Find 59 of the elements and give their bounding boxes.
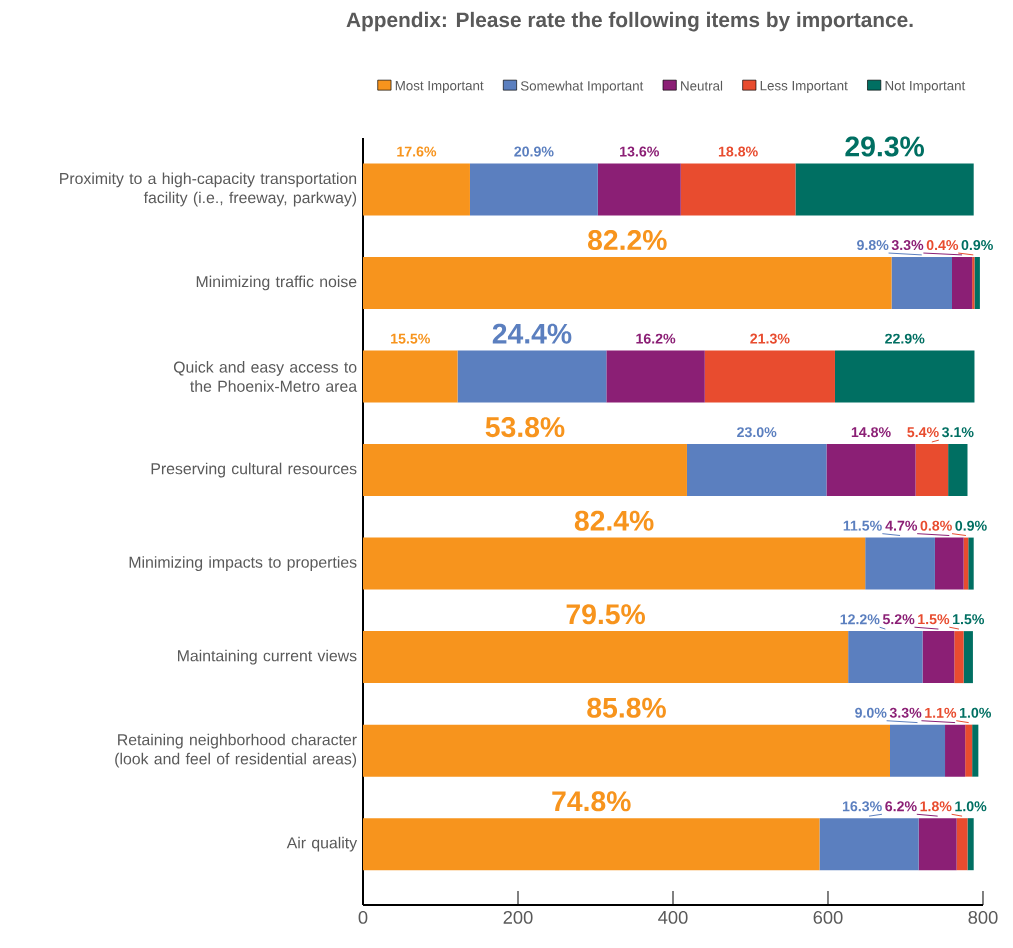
y-tick-label: Minimizing impacts to properties <box>129 556 357 571</box>
annotation: 53.8% <box>485 417 565 438</box>
annotation: 0.8% <box>920 520 952 531</box>
annotation: 21.3% <box>750 333 790 344</box>
annotation: 13.6% <box>620 146 659 157</box>
annotation: 9.8% <box>857 240 889 251</box>
annotation: 16.3% <box>842 801 882 812</box>
annotation: 1.5% <box>953 614 985 625</box>
annotation: 11.5% <box>843 520 882 531</box>
legend-label: Less Important <box>760 81 848 94</box>
y-tick-label: Preserving cultural resources <box>151 462 357 478</box>
annotation: 0.9% <box>961 240 993 251</box>
annotation: 17.6% <box>397 146 437 157</box>
annotation: 79.5% <box>566 604 645 625</box>
x-tick-label: 0 <box>358 910 368 924</box>
annotation: 0.9% <box>955 520 987 531</box>
annotation: 9.0% <box>855 707 887 718</box>
annotation: 82.2% <box>588 230 667 251</box>
annotation: 5.2% <box>882 614 915 625</box>
y-tick-label: Proximity to a high-capacity transportation facility (i.e., freeway, parkway) <box>60 172 357 207</box>
legend-label: Most Important <box>395 81 484 94</box>
annotation: 1.5% <box>918 614 950 625</box>
annotation: 1.0% <box>955 801 987 812</box>
x-tick-label: 600 <box>813 910 843 924</box>
annotation: 5.4% <box>907 427 939 438</box>
annotation: 16.2% <box>636 333 676 344</box>
annotation: 74.8% <box>552 791 631 812</box>
chart-title: Appendix: Please rate the following items by importance. <box>346 11 913 32</box>
annotation: 0.4% <box>926 240 959 251</box>
annotation: 82.4% <box>574 510 654 531</box>
y-tick-label: Maintaining current views <box>178 649 357 665</box>
annotation: 22.9% <box>885 333 925 344</box>
annotation: 23.0% <box>737 427 777 438</box>
annotation: 29.3% <box>845 136 924 157</box>
annotation: 14.8% <box>851 427 891 438</box>
annotation: 1.1% <box>925 707 957 718</box>
annotation: 3.1% <box>941 427 974 438</box>
legend-label: Neutral <box>681 80 723 91</box>
legend-label: Somewhat Important <box>520 80 644 94</box>
annotation: 1.8% <box>920 801 952 812</box>
annotation: 20.9% <box>514 146 554 157</box>
annotation: 18.8% <box>718 146 758 157</box>
annotation: 6.2% <box>885 801 917 812</box>
annotation: 24.4% <box>492 323 572 344</box>
annotation: 4.7% <box>885 520 918 531</box>
y-tick-label: Retaining neighborhood character (look and feel of residential areas) <box>115 733 357 768</box>
y-tick-label: Quick and easy access to the Phoenix-Metro area <box>173 361 358 392</box>
annotation: 85.8% <box>587 697 666 718</box>
annotation: 1.0% <box>959 707 992 718</box>
y-tick-label: Minimizing traffic noise <box>196 275 357 291</box>
annotation: 12.2% <box>840 614 880 625</box>
y-tick-label: Air quality <box>286 836 358 852</box>
x-tick-label: 800 <box>968 910 998 924</box>
x-tick-label: 400 <box>658 910 688 924</box>
annotation: 3.3% <box>891 240 924 251</box>
x-tick-label: 200 <box>503 910 533 924</box>
legend-label: Not Important <box>885 81 966 94</box>
annotation: 15.5% <box>391 333 430 344</box>
annotation: 3.3% <box>889 707 922 718</box>
